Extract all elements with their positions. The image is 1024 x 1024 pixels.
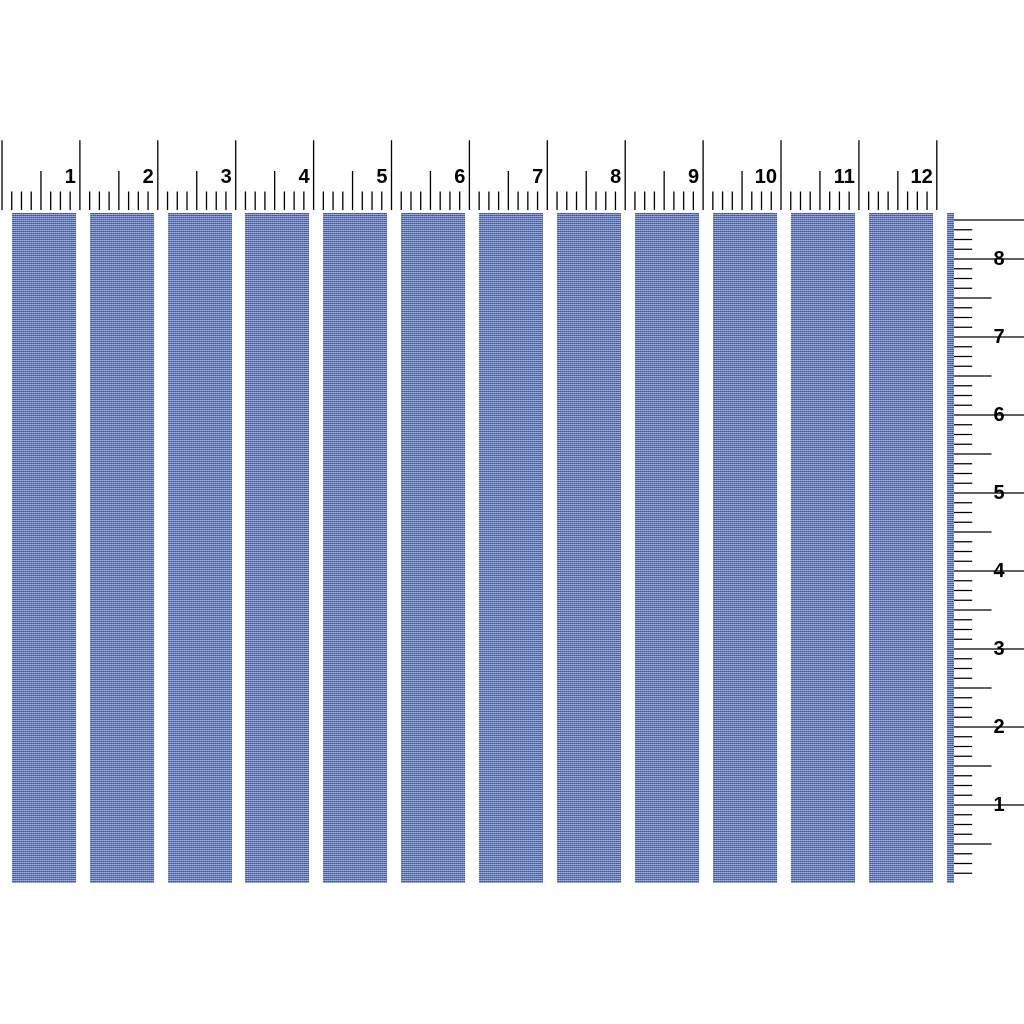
svg-text:4: 4	[994, 560, 1006, 582]
svg-text:8: 8	[994, 248, 1005, 270]
svg-text:6: 6	[994, 404, 1005, 426]
svg-text:2: 2	[994, 716, 1005, 738]
svg-text:5: 5	[994, 482, 1005, 504]
svg-text:3: 3	[994, 638, 1005, 660]
svg-text:7: 7	[994, 326, 1005, 348]
svg-text:1: 1	[994, 794, 1005, 816]
